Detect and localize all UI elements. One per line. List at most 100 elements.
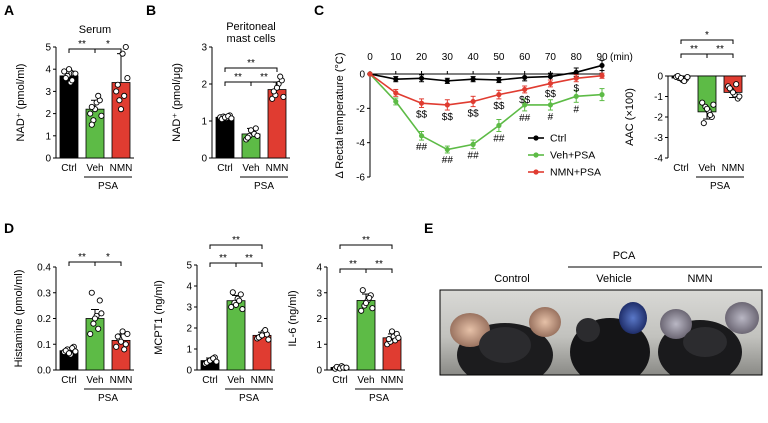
x-axis-label: (min): [610, 52, 633, 63]
data-point: [88, 289, 95, 296]
annotation-label: ##: [468, 151, 480, 162]
photo-group-label: PCA: [613, 250, 636, 262]
data-point: [573, 75, 579, 81]
series-line: [369, 64, 603, 82]
data-point: [247, 127, 255, 134]
significance-bracket: [706, 53, 734, 58]
group-label: PSA: [254, 181, 274, 192]
data-point: [121, 92, 128, 99]
annotation-label: #: [573, 104, 579, 115]
data-point: [95, 325, 102, 332]
y-axis-label: IL-6 (ng/ml): [287, 290, 299, 346]
x-tick-label: 20: [416, 52, 428, 63]
y-tick-label: -2: [654, 113, 663, 124]
panel-d-histamine: 0.0 0.1 0.2 0.3 0.4 Histamine (pmol/ml) Ctrl Ve…: [13, 252, 134, 404]
photo-frame: [439, 289, 763, 376]
data-point: [119, 328, 126, 335]
group-label: PSA: [98, 181, 118, 192]
data-point: [496, 122, 502, 129]
y-tick-label: -4: [654, 154, 663, 165]
y-tick-label: 1: [201, 117, 207, 128]
x-tick-label: Veh: [242, 163, 259, 174]
data-point: [388, 328, 396, 335]
bar-ctrl: [59, 75, 79, 159]
x-tick-label: Ctrl: [61, 375, 77, 386]
x-tick-label: NMN: [381, 375, 404, 386]
x-tick-label: NMN: [110, 163, 133, 174]
y-tick-label: 2: [45, 109, 51, 120]
chart-title: Serum: [79, 24, 111, 36]
legend-label: Veh+PSA: [550, 150, 595, 162]
photo-label-vehicle: Vehicle: [596, 273, 631, 285]
data-point: [213, 358, 220, 365]
x-tick-label: Ctrl: [217, 163, 233, 174]
significance-bracket: [94, 261, 122, 266]
data-point: [418, 75, 425, 81]
significance-label: **: [375, 259, 383, 270]
y-axis-label: MCPT1 (ng/ml): [153, 280, 165, 355]
chart-title: mast cells: [227, 33, 276, 45]
x-tick-label: Veh: [86, 163, 103, 174]
x-tick-label: Ctrl: [332, 375, 348, 386]
data-point: [343, 364, 350, 371]
significance-bracket: [94, 48, 122, 53]
x-tick-label: 0: [367, 52, 373, 63]
data-point: [229, 289, 236, 296]
y-axis-label: NAD⁺ (pmol/ml): [15, 64, 27, 142]
significance-bracket: [250, 81, 278, 86]
y-tick-label: -4: [356, 138, 365, 149]
group-label: PSA: [710, 181, 730, 192]
y-tick-label: 4: [316, 263, 322, 274]
data-point: [232, 301, 240, 308]
significance-bracket: [339, 244, 393, 249]
annotation-label: $$: [416, 109, 428, 120]
data-point: [470, 98, 476, 105]
data-point: [359, 287, 366, 294]
x-tick-label: Veh: [227, 375, 244, 386]
data-point: [88, 103, 95, 110]
data-point: [269, 95, 276, 102]
annotation-label: ##: [519, 113, 531, 124]
data-point: [88, 121, 95, 128]
data-point: [62, 75, 69, 82]
significance-label: **: [78, 252, 86, 263]
legend-marker: [533, 169, 539, 175]
y-tick-label: 3: [316, 288, 322, 299]
x-tick-label: 60: [519, 52, 531, 63]
y-tick-label: 0: [657, 72, 663, 83]
data-point: [393, 98, 399, 105]
data-point: [122, 341, 129, 348]
data-point: [96, 297, 103, 304]
y-tick-label: 0: [45, 154, 51, 165]
data-point: [522, 74, 528, 81]
significance-label: **: [245, 253, 253, 264]
data-point: [116, 97, 123, 104]
data-point: [117, 338, 125, 345]
data-point: [599, 92, 605, 98]
data-point: [418, 133, 425, 139]
y-tick-label: 2: [201, 80, 207, 91]
data-point: [95, 92, 102, 99]
panel-d-il6: 0 1 2 3 4 IL-6 (ng/ml) Ctrl Veh NMN PSA ** ** **: [287, 235, 405, 404]
data-point: [258, 332, 266, 339]
data-point: [393, 90, 399, 96]
data-point: [113, 343, 120, 350]
data-point: [470, 76, 476, 82]
data-point: [65, 66, 73, 73]
significance-bracket: [680, 39, 734, 44]
data-point: [236, 297, 243, 304]
annotation-label: $: [573, 84, 579, 95]
data-point: [699, 99, 706, 106]
photo-label-control: Control: [494, 273, 529, 285]
data-point: [98, 310, 105, 317]
data-point: [522, 86, 528, 93]
y-axis-label: AAC (×100): [624, 88, 636, 146]
data-point: [726, 85, 733, 92]
data-point: [684, 73, 691, 81]
x-tick-label: Ctrl: [673, 163, 689, 174]
data-point: [547, 102, 554, 108]
annotation-label: $$: [545, 89, 557, 100]
y-axis-label: Histamine (pmol/ml): [13, 270, 25, 368]
